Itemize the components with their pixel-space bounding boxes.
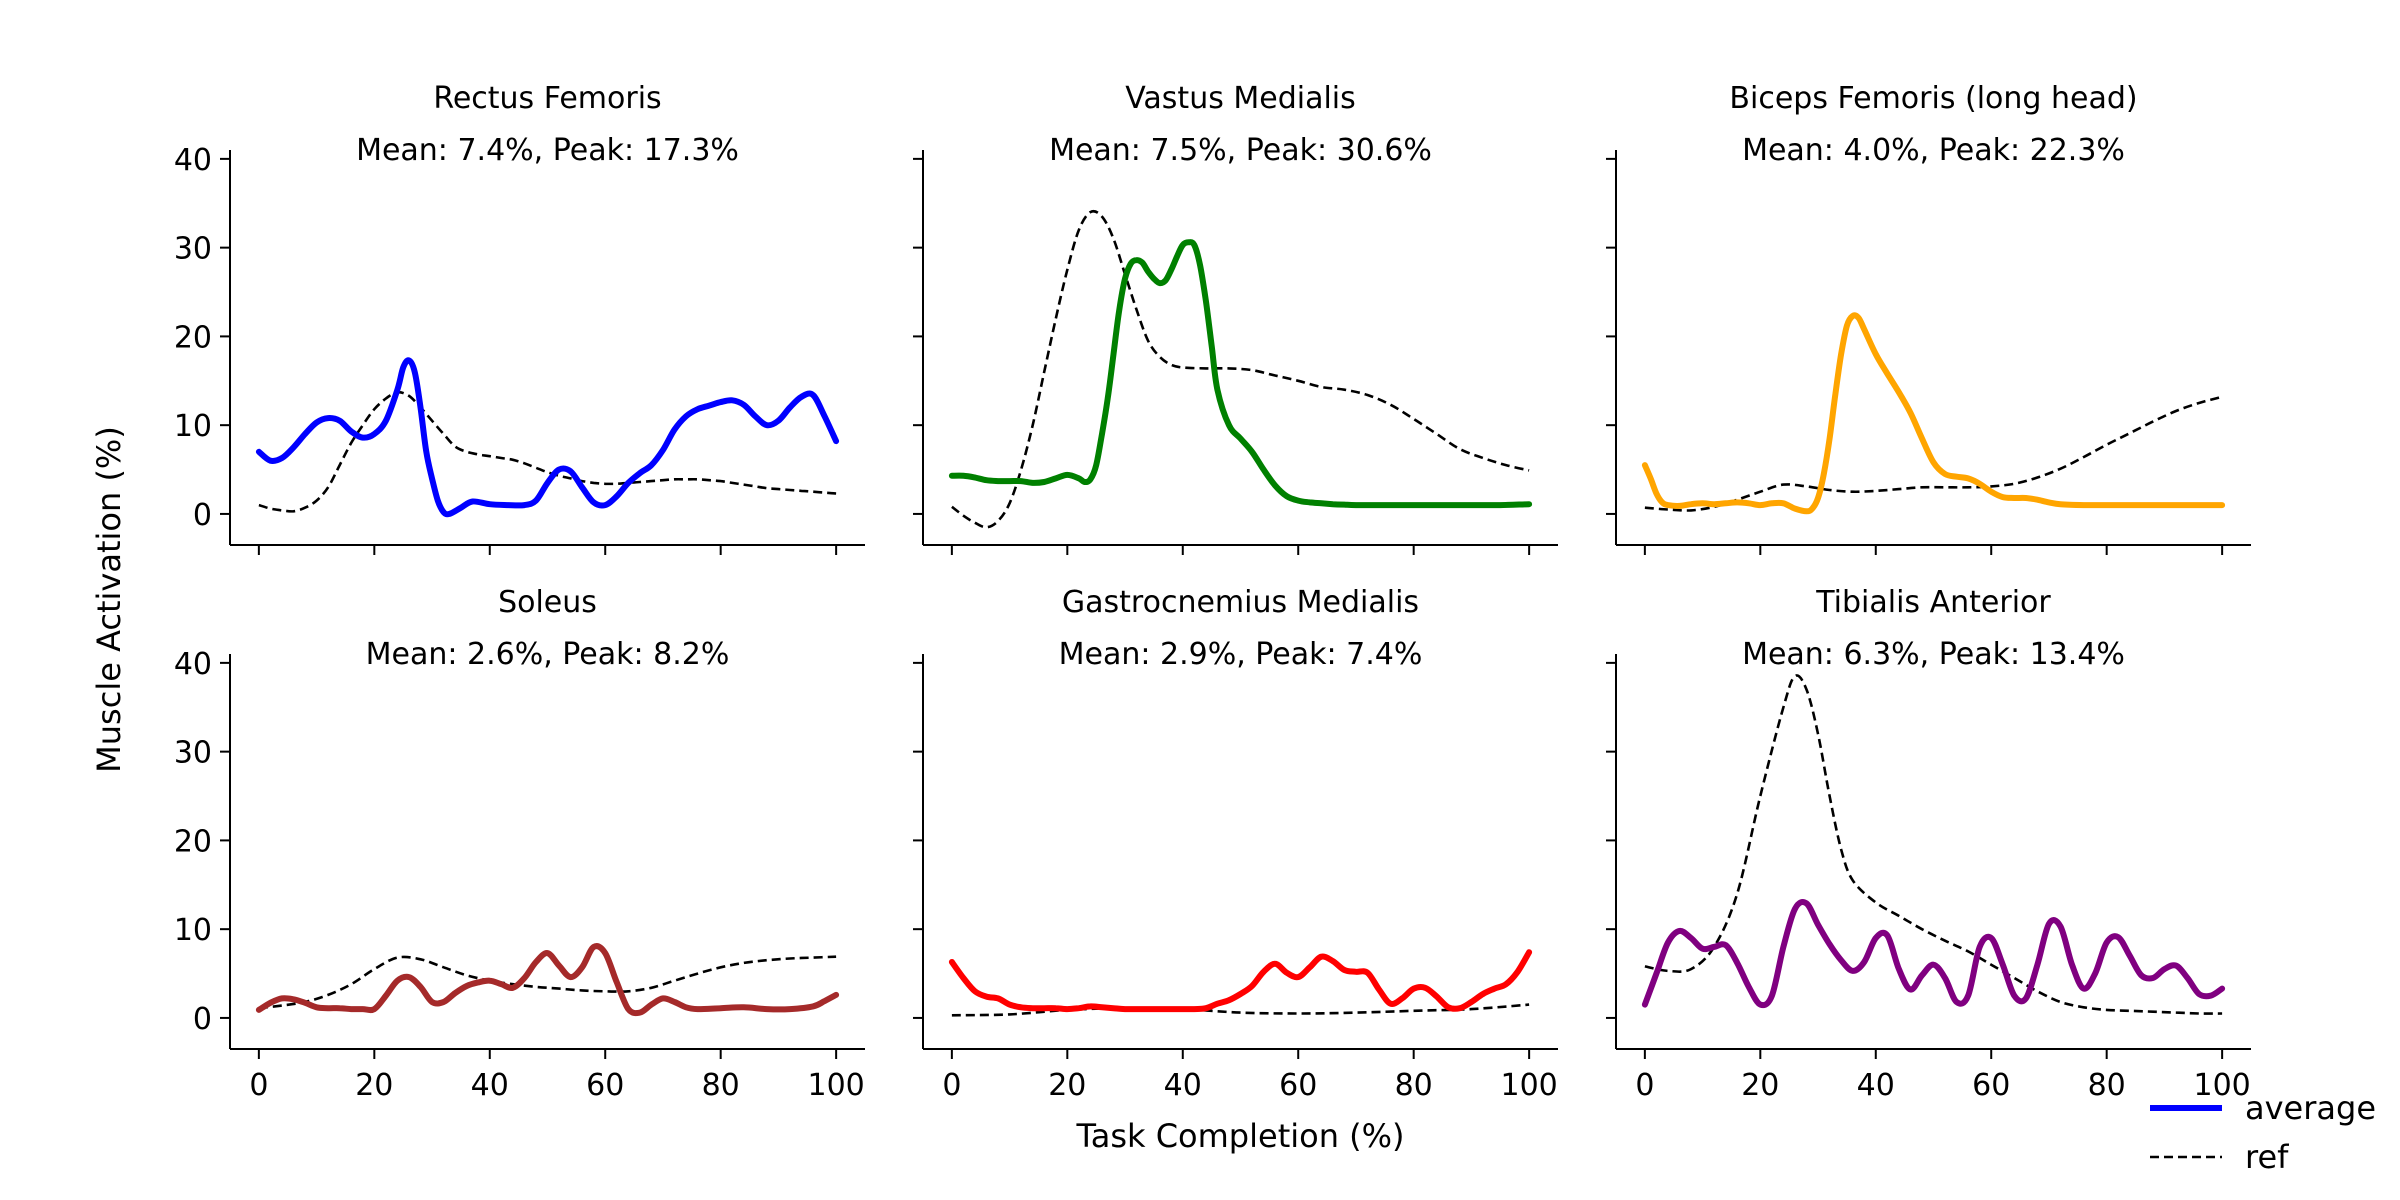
x-tick-label: 60	[1972, 1068, 2010, 1103]
legend-average-label: average	[2245, 1089, 2376, 1127]
y-tick-label: 40	[174, 143, 212, 178]
x-tick-label: 40	[1164, 1068, 1202, 1103]
ref-line	[1644, 395, 2223, 512]
average-line	[1641, 312, 2226, 515]
x-tick-label: 60	[586, 1068, 624, 1103]
x-tick-label: 20	[1741, 1068, 1779, 1103]
panels: Rectus Femoris Mean: 7.4%, Peak: 17.3% 0 10…	[174, 81, 2251, 1103]
x-tick-label: 0	[942, 1068, 961, 1103]
panel-title: Rectus Femoris	[433, 81, 661, 116]
panel-title: Tibialis Anterior	[1815, 585, 2051, 620]
panel-vastus-medialis: Vastus Medialis Mean: 7.5%, Peak: 30.6%	[913, 81, 1558, 555]
x-tick-label: 0	[249, 1068, 268, 1103]
x-tick-label: 60	[1279, 1068, 1317, 1103]
ref-line	[951, 1003, 1530, 1017]
average-line	[1641, 899, 2226, 1009]
y-tick-label: 10	[174, 409, 212, 444]
y-axis-label: Muscle Activation (%)	[90, 426, 128, 773]
panel-tibialis-anterior: Tibialis Anterior Mean: 6.3%, Peak: 13.4%…	[1606, 585, 2251, 1103]
panel-biceps-femoris-long-head: Biceps Femoris (long head) Mean: 4.0%, Pe…	[1606, 81, 2251, 555]
legend-ref-label: ref	[2245, 1138, 2289, 1176]
average-line	[948, 239, 1533, 509]
average-line	[255, 943, 840, 1017]
y-tick-label: 20	[174, 824, 212, 859]
panel-title: Soleus	[498, 585, 597, 620]
ref-line	[951, 209, 1530, 529]
panel-rectus-femoris: Rectus Femoris Mean: 7.4%, Peak: 17.3% 0 10…	[174, 81, 865, 555]
y-tick-label: 30	[174, 232, 212, 267]
panel-subtitle: Mean: 7.5%, Peak: 30.6%	[1049, 133, 1432, 168]
y-tick-label: 0	[193, 498, 212, 533]
ref-line	[1644, 674, 2223, 1015]
panel-title: Gastrocnemius Medialis	[1062, 585, 1419, 620]
y-tick-label: 30	[174, 736, 212, 771]
x-tick-label: 0	[1635, 1068, 1654, 1103]
average-line	[255, 357, 840, 518]
panel-subtitle: Mean: 7.4%, Peak: 17.3%	[356, 133, 739, 168]
y-tick-label: 20	[174, 320, 212, 355]
panel-title: Biceps Femoris (long head)	[1729, 81, 2137, 116]
panel-soleus: Soleus Mean: 2.6%, Peak: 8.2% 0 10 20 30 40 0 20…	[174, 585, 865, 1103]
x-tick-label: 40	[471, 1068, 509, 1103]
panel-gastrocnemius-medialis: Gastrocnemius Medialis Mean: 2.9%, Peak: …	[913, 585, 1558, 1103]
x-tick-label: 80	[702, 1068, 740, 1103]
x-tick-label: 100	[808, 1068, 865, 1103]
y-tick-label: 0	[193, 1002, 212, 1037]
panel-subtitle: Mean: 6.3%, Peak: 13.4%	[1742, 637, 2125, 672]
ref-line	[258, 955, 837, 1010]
x-tick-label: 20	[355, 1068, 393, 1103]
panel-title: Vastus Medialis	[1125, 81, 1356, 116]
panel-subtitle: Mean: 2.6%, Peak: 8.2%	[366, 637, 730, 672]
panel-subtitle: Mean: 2.9%, Peak: 7.4%	[1059, 637, 1423, 672]
panel-subtitle: Mean: 4.0%, Peak: 22.3%	[1742, 133, 2125, 168]
y-tick-label: 40	[174, 647, 212, 682]
y-tick-label: 10	[174, 913, 212, 948]
x-tick-label: 100	[1501, 1068, 1558, 1103]
x-tick-label: 80	[2088, 1068, 2126, 1103]
x-axis-label: Task Completion (%)	[1075, 1117, 1404, 1155]
x-tick-label: 20	[1048, 1068, 1086, 1103]
average-line	[948, 949, 1533, 1013]
x-tick-label: 40	[1857, 1068, 1895, 1103]
x-tick-label: 80	[1395, 1068, 1433, 1103]
legend: average ref	[2150, 1089, 2376, 1176]
x-tick-label: 100	[2194, 1068, 2251, 1103]
